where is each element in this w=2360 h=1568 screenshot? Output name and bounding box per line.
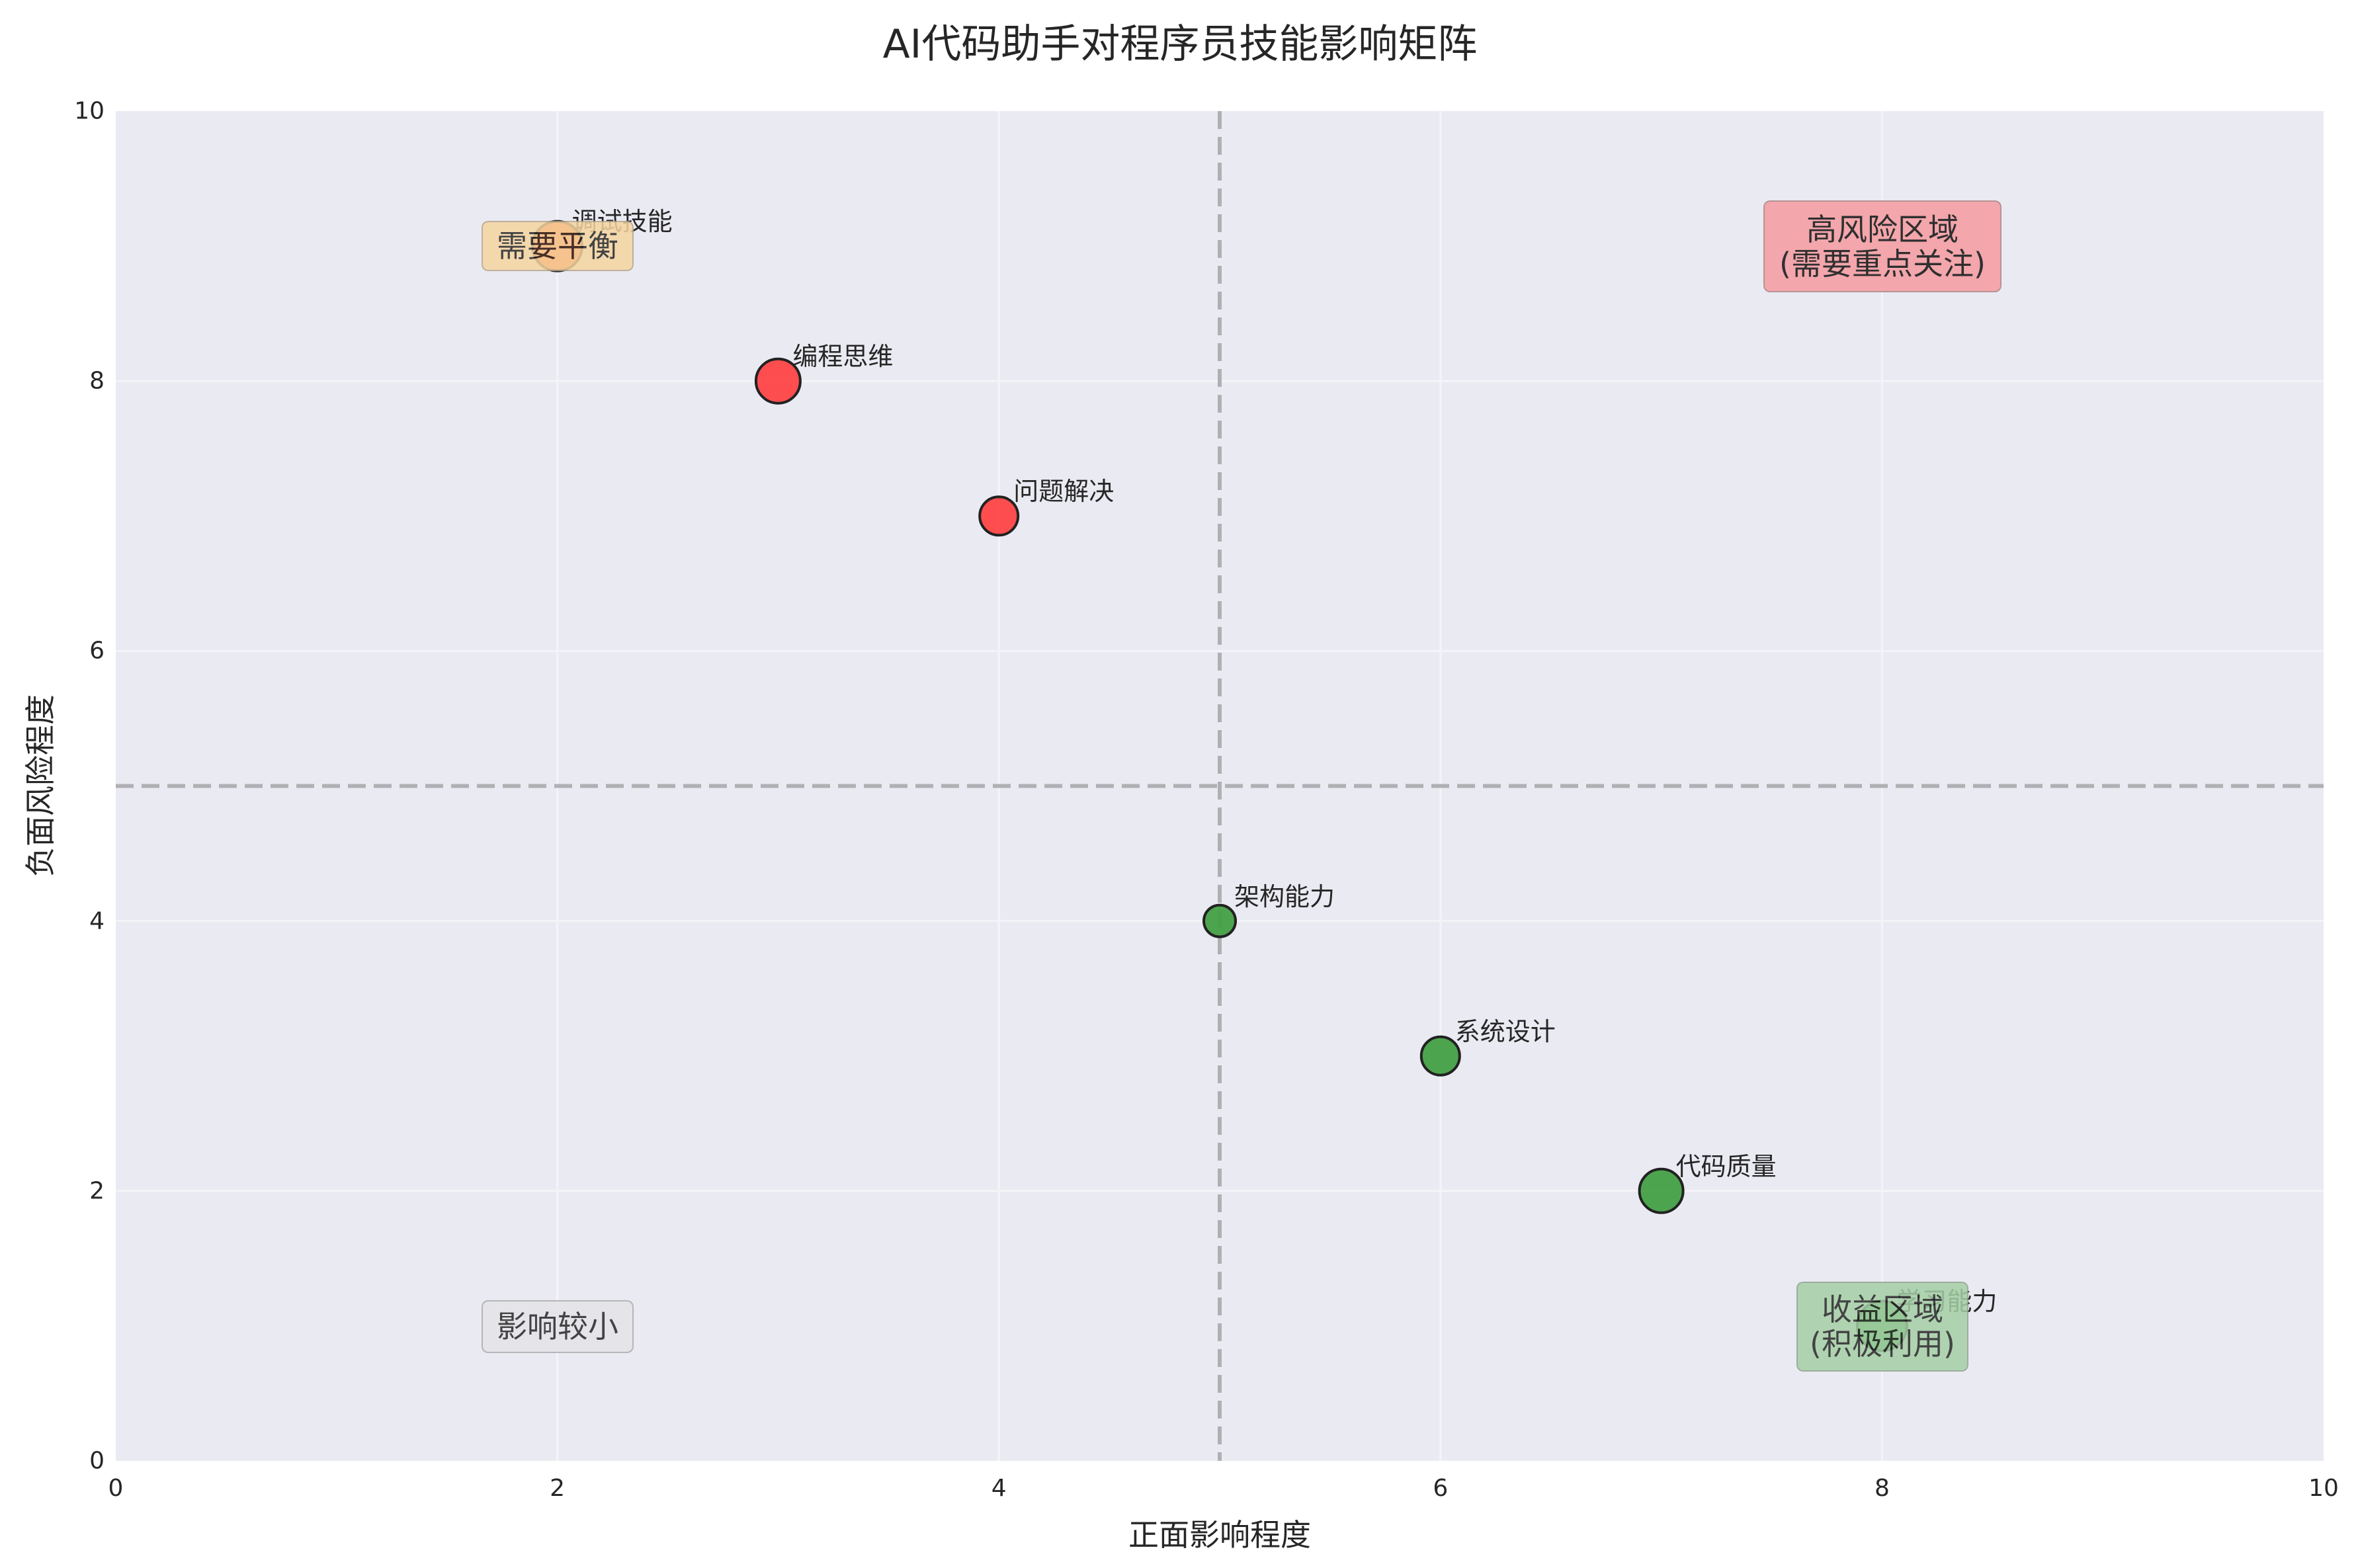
- zone-label-bottom-left: 影响较小: [482, 1300, 634, 1353]
- point-label: 系统设计: [1454, 1016, 1556, 1046]
- zone-label-top-left: 需要平衡: [482, 221, 634, 271]
- y-tick: 6: [89, 637, 105, 665]
- scatter-plot: [116, 111, 2324, 1461]
- chart-title: AI代码助手对程序员技能影响矩阵: [882, 21, 1478, 67]
- point-label: 代码质量: [1675, 1151, 1777, 1181]
- point-label: 问题解决: [1013, 477, 1115, 507]
- x-tick: 4: [991, 1475, 1007, 1502]
- y-tick: 8: [89, 367, 105, 395]
- data-point: [1202, 903, 1237, 938]
- data-point: [978, 495, 1020, 537]
- zone-subtitle: (需要重点关注): [1779, 245, 1986, 282]
- data-point: [1638, 1167, 1685, 1214]
- y-tick: 10: [74, 97, 105, 125]
- point-label: 架构能力: [1234, 882, 1335, 911]
- quadrant-dividers: [116, 111, 2324, 1461]
- zone-title: 收益区域: [1822, 1292, 1943, 1327]
- zone-label-bottom-right: 收益区域 (积极利用): [1796, 1282, 1968, 1372]
- point-label: 编程思维: [792, 342, 894, 372]
- plot-area: 调试技能编程思维问题解决架构能力系统设计代码质量学习能力 需要平衡高风险区域(需…: [116, 111, 2324, 1461]
- zone-title: 需要平衡: [497, 228, 618, 264]
- y-tick: 4: [89, 907, 105, 935]
- x-tick: 2: [550, 1475, 566, 1502]
- x-tick: 8: [1874, 1475, 1890, 1502]
- zone-subtitle: (积极利用): [1810, 1326, 1955, 1362]
- y-tick: 2: [89, 1177, 105, 1205]
- x-tick: 10: [2308, 1475, 2339, 1502]
- x-tick: 6: [1433, 1475, 1449, 1502]
- zone-title: 高风险区域: [1806, 211, 1959, 247]
- y-tick: 0: [89, 1447, 105, 1475]
- data-point: [754, 357, 802, 405]
- zone-title: 影响较小: [497, 1309, 618, 1344]
- y-axis-label: 负面风险程度: [22, 694, 58, 877]
- data-point: [1419, 1035, 1461, 1077]
- x-tick: 0: [108, 1475, 124, 1502]
- zone-label-top-right: 高风险区域 (需要重点关注): [1763, 200, 2002, 292]
- x-axis-label: 正面影响程度: [1128, 1517, 1311, 1553]
